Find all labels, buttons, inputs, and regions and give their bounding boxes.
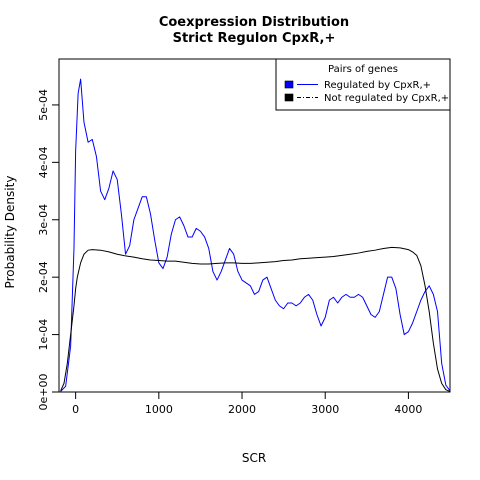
x-tick-label: 2000	[228, 403, 256, 416]
x-axis: 0 1000 2000 3000 4000	[72, 392, 422, 416]
legend: Pairs of genes Regulated by CpxR,+ Not r…	[275, 58, 451, 111]
y-tick-label: 0e+00	[37, 374, 50, 411]
legend-title: Pairs of genes	[328, 64, 398, 75]
legend-swatch-not-regulated	[284, 93, 294, 102]
series-line-not-regulated	[60, 246, 451, 392]
x-tick-label: 3000	[311, 403, 339, 416]
plot-area	[58, 58, 451, 393]
y-tick-label: 1e-04	[37, 319, 50, 351]
y-tick-label: 3e-04	[37, 204, 50, 236]
y-axis-label: Probability Density	[3, 176, 17, 289]
x-tick-label: 4000	[394, 403, 422, 416]
y-tick-label: 5e-04	[37, 89, 50, 121]
legend-entry-regulated: Regulated by CpxR,+	[324, 80, 431, 91]
series-line-regulated	[60, 78, 451, 392]
y-tick-label: 2e-04	[37, 261, 50, 293]
x-tick-label: 1000	[145, 403, 173, 416]
x-axis-label: SCR	[242, 451, 266, 465]
series-layer	[60, 78, 451, 392]
chart-title: Coexpression Distribution	[159, 15, 349, 30]
y-axis: 0e+00 1e-04 2e-04 3e-04 4e-04 5e-04	[37, 89, 59, 410]
y-tick-label: 4e-04	[37, 146, 50, 178]
chart-subtitle: Strict Regulon CpxR,+	[173, 31, 336, 46]
plot-frame	[58, 58, 451, 393]
x-tick-label: 0	[72, 403, 79, 416]
legend-entry-not-regulated: Not regulated by CpxR,+	[324, 93, 449, 104]
legend-swatch-regulated	[284, 80, 294, 89]
